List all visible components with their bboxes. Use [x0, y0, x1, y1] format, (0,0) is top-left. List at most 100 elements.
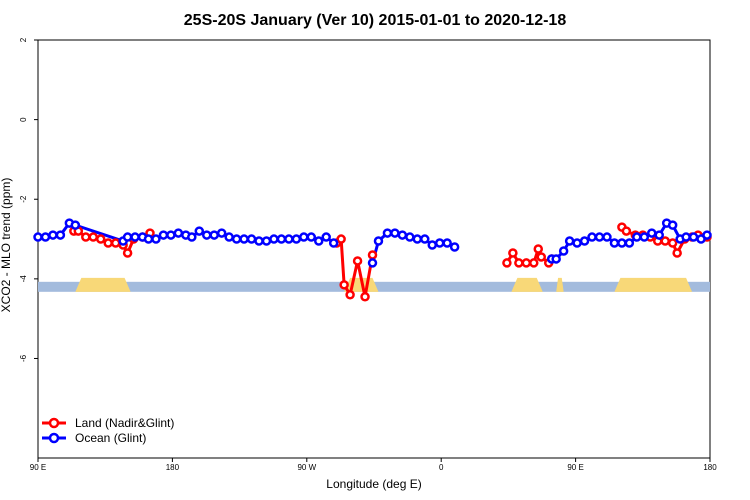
data-point — [246, 234, 257, 244]
data-point — [130, 232, 140, 242]
y-tick-label: 2 — [19, 37, 28, 42]
data-point — [299, 232, 309, 242]
data-point — [427, 240, 437, 250]
data-point — [122, 248, 133, 258]
x-tick-label: 0 — [439, 463, 444, 472]
data-point — [55, 230, 66, 240]
land-ocean-mask — [38, 277, 710, 292]
data-point — [70, 220, 81, 230]
data-point — [702, 230, 712, 240]
data-point — [434, 238, 445, 248]
data-point — [420, 234, 430, 244]
legend-marker — [48, 432, 60, 444]
data-point — [284, 234, 294, 244]
data-point — [48, 230, 58, 240]
data-point — [672, 248, 682, 258]
data-point — [345, 290, 355, 300]
data-point — [449, 242, 460, 252]
data-point — [587, 232, 597, 242]
data-point — [558, 246, 569, 256]
x-axis-label: Longitude (deg E) — [326, 477, 421, 491]
y-tick-label: -2 — [19, 195, 28, 203]
data-point — [579, 236, 590, 246]
data-point — [239, 234, 249, 244]
data-point — [143, 234, 154, 244]
data-point — [224, 232, 234, 242]
data-point — [151, 234, 161, 244]
land-region — [614, 277, 693, 292]
x-tick-label: 90 W — [297, 463, 316, 472]
y-tick-label: 0 — [19, 117, 28, 122]
data-point — [373, 236, 384, 246]
data-point — [617, 238, 627, 248]
data-point — [660, 236, 670, 246]
series-points — [33, 218, 712, 302]
legend-marker — [48, 417, 60, 429]
data-point — [624, 238, 635, 248]
data-point — [609, 238, 620, 248]
data-point — [536, 252, 547, 262]
data-point — [40, 232, 51, 242]
x-tick-label: 90 E — [567, 463, 583, 472]
data-point — [533, 244, 544, 254]
data-point — [209, 230, 219, 240]
data-point — [442, 238, 452, 248]
data-point — [688, 232, 699, 242]
data-point — [269, 234, 279, 244]
data-point — [216, 228, 227, 238]
chart-title: 25S-20S January (Ver 10) 2015-01-01 to 2… — [184, 12, 567, 29]
data-point — [602, 232, 612, 242]
y-axis-label: XCO2 - MLO trend (ppm) — [0, 178, 13, 313]
data-point — [81, 232, 91, 242]
data-point — [336, 234, 346, 244]
data-point — [360, 292, 370, 302]
y-tick-label: -4 — [19, 275, 28, 283]
x-axis-ticks: 90 E 180 90 W 0 90 E 180 — [30, 458, 717, 472]
data-point — [231, 234, 242, 244]
data-point — [382, 228, 393, 238]
y-axis-ticks: 2 0 -2 -4 -6 — [19, 37, 38, 362]
data-point — [390, 228, 400, 238]
data-point — [306, 232, 317, 242]
data-point — [261, 236, 272, 246]
data-point — [313, 236, 324, 246]
data-point — [367, 258, 378, 268]
data-point — [194, 226, 205, 236]
data-point — [594, 232, 605, 242]
data-point — [166, 230, 176, 240]
data-point — [328, 238, 339, 248]
data-point — [33, 232, 43, 242]
data-point — [397, 230, 408, 240]
data-point — [654, 230, 664, 240]
x-tick-label: 180 — [703, 463, 717, 472]
data-point — [367, 250, 378, 260]
data-point — [201, 230, 212, 240]
data-point — [321, 232, 331, 242]
data-point — [103, 238, 113, 248]
data-point — [173, 228, 184, 238]
data-point — [339, 280, 349, 290]
data-point — [572, 238, 582, 248]
data-point — [632, 232, 642, 242]
data-point — [564, 236, 575, 246]
data-point — [122, 232, 133, 242]
data-point — [502, 258, 512, 268]
data-point — [95, 234, 106, 244]
data-point — [352, 256, 363, 266]
data-point — [621, 226, 632, 236]
data-point — [412, 234, 423, 244]
x-tick-label: 180 — [166, 463, 180, 472]
land-region — [511, 277, 543, 292]
data-point — [187, 232, 197, 242]
data-point — [291, 234, 302, 244]
data-point — [254, 236, 264, 246]
data-point — [508, 248, 518, 258]
land-region — [556, 277, 564, 292]
land-region — [75, 277, 131, 292]
data-point — [110, 238, 121, 248]
data-point — [551, 254, 561, 264]
legend: Land (Nadir&Glint)Ocean (Glint) — [42, 416, 174, 445]
data-point — [158, 230, 169, 240]
y-tick-label: -6 — [19, 354, 28, 362]
